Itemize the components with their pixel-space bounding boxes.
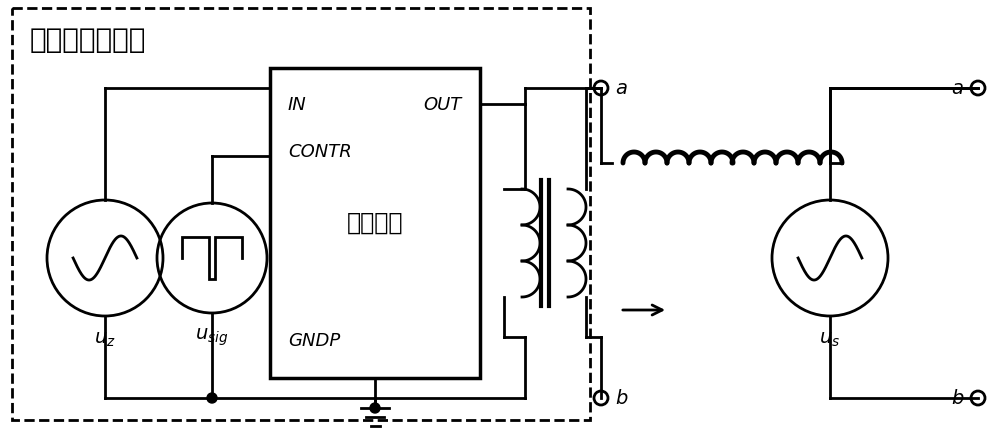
- Circle shape: [207, 393, 217, 403]
- FancyBboxPatch shape: [270, 68, 480, 378]
- Text: $u_s$: $u_s$: [819, 330, 841, 349]
- Text: $u_z$: $u_z$: [94, 330, 116, 349]
- FancyBboxPatch shape: [12, 8, 590, 420]
- Circle shape: [370, 403, 380, 413]
- Text: $b$: $b$: [951, 389, 964, 408]
- Text: 选通芙片: 选通芙片: [347, 211, 403, 235]
- Text: CONTR: CONTR: [288, 143, 352, 161]
- Text: $a$: $a$: [951, 79, 964, 97]
- Text: 信号调制发送端: 信号调制发送端: [30, 26, 146, 54]
- Text: OUT: OUT: [424, 96, 462, 114]
- Text: $u_{sig}$: $u_{sig}$: [195, 327, 229, 348]
- Text: $a$: $a$: [615, 79, 628, 97]
- Text: $b$: $b$: [615, 389, 628, 408]
- Text: IN: IN: [288, 96, 307, 114]
- Text: GNDP: GNDP: [288, 332, 340, 350]
